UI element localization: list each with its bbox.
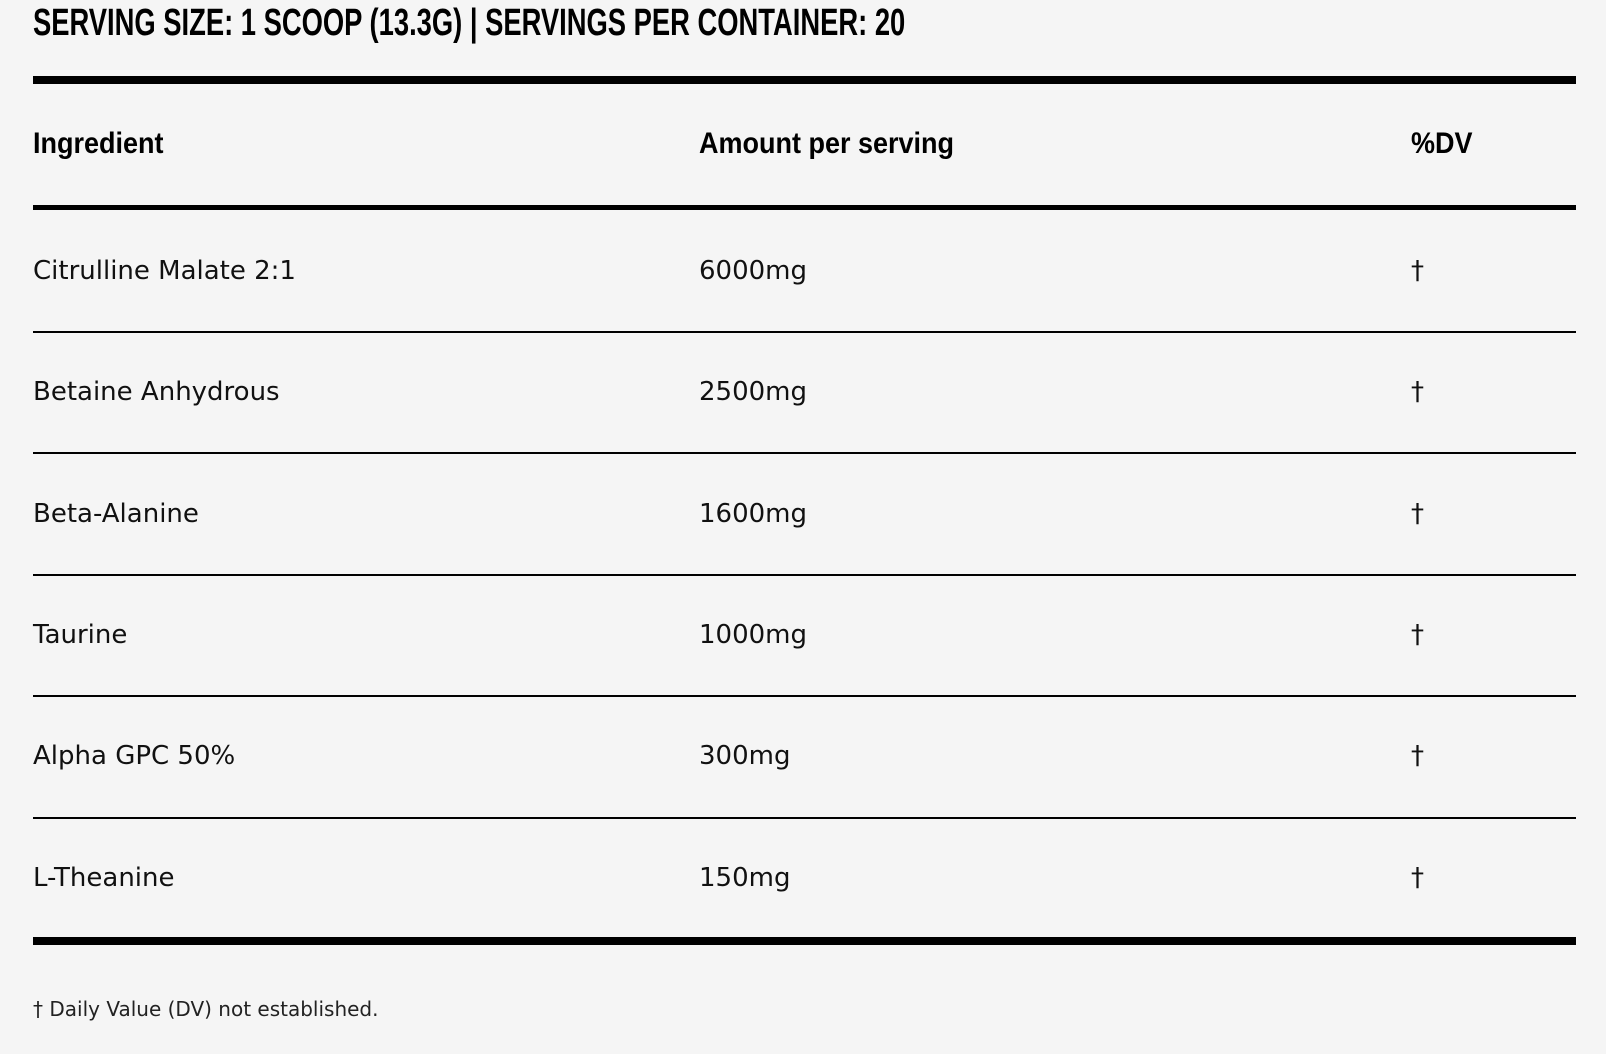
top-divider [33, 76, 1576, 84]
row-divider [33, 331, 1576, 333]
ingredient-name: L-Theanine [33, 862, 175, 893]
ingredient-amount: 150mg [699, 862, 791, 893]
ingredient-amount: 1600mg [699, 498, 807, 529]
ingredient-dv: † [1411, 255, 1424, 286]
ingredient-amount: 6000mg [699, 255, 807, 286]
ingredient-amount: 300mg [699, 741, 791, 772]
footnote: † Daily Value (DV) not established. [33, 997, 379, 1021]
ingredient-name: Beta-Alanine [33, 498, 199, 529]
ingredient-amount: 1000mg [699, 619, 807, 650]
row-divider [33, 574, 1576, 576]
ingredient-name: Taurine [33, 619, 128, 650]
header-divider [33, 205, 1576, 210]
header-ingredient: Ingredient [33, 127, 164, 160]
ingredient-dv: † [1411, 741, 1424, 772]
ingredient-name: Betaine Anhydrous [33, 377, 280, 408]
ingredient-dv: † [1411, 498, 1424, 529]
header-dv: %DV [1411, 127, 1473, 160]
ingredient-dv: † [1411, 862, 1424, 893]
row-divider [33, 817, 1576, 819]
header-amount: Amount per serving [699, 127, 955, 160]
ingredient-name: Citrulline Malate 2:1 [33, 255, 296, 286]
serving-size-title: SERVING SIZE: 1 SCOOP (13.3G) | SERVINGS… [33, 2, 906, 44]
row-divider [33, 452, 1576, 454]
ingredient-name: Alpha GPC 50% [33, 741, 236, 772]
ingredient-amount: 2500mg [699, 377, 807, 408]
row-divider [33, 695, 1576, 697]
ingredient-dv: † [1411, 377, 1424, 408]
bottom-divider [33, 937, 1576, 945]
ingredient-dv: † [1411, 619, 1424, 650]
